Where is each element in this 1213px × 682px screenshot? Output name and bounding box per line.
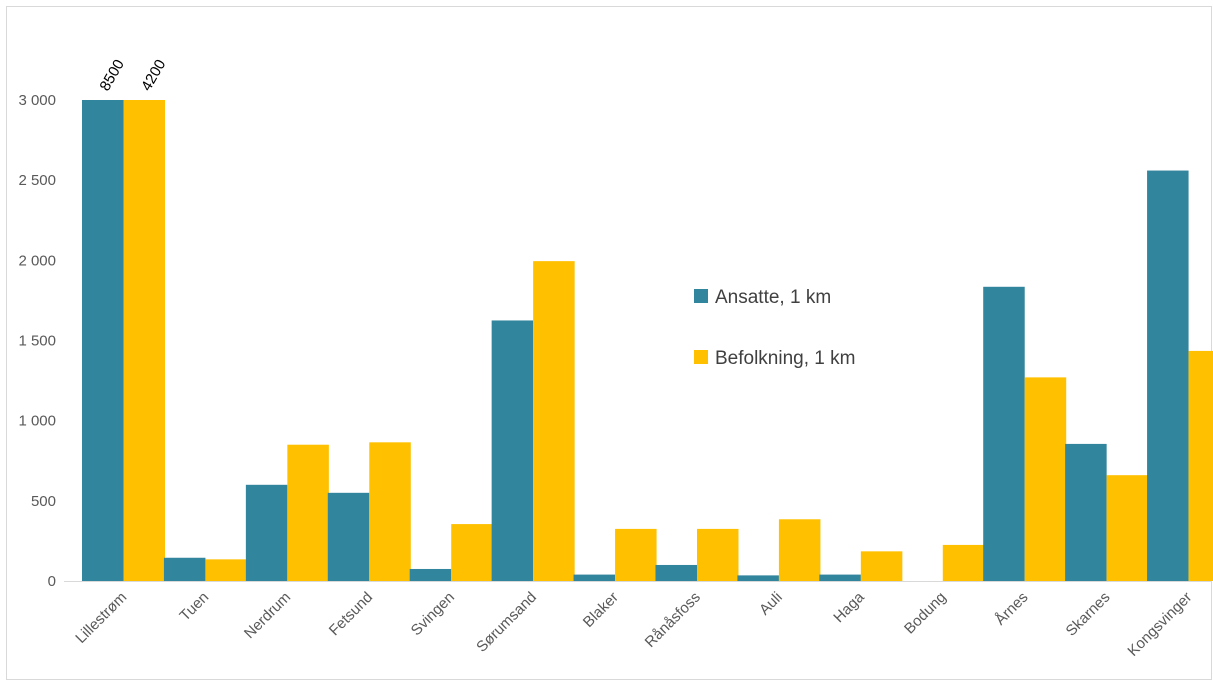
bars [82,100,1213,581]
y-axis: 0 500 1 000 1 500 2 000 2 500 3 000 [18,92,56,590]
bar [451,524,493,581]
bar [287,444,329,581]
y-tick-label: 2 500 [18,172,56,189]
data-label: 8500 [96,57,127,94]
bar [1188,350,1213,581]
bar [1065,443,1107,581]
bar [327,492,370,581]
bar [82,100,124,581]
x-axis: Lillestrøm Tuen Nerdrum Fetsund Svingen Sørum… [64,581,1211,660]
bar [245,484,288,581]
bar [942,544,985,581]
x-tick-label: Rånåsfoss [642,589,704,651]
data-label: 4200 [138,57,169,94]
chart-frame [6,6,1212,680]
bar [697,528,739,581]
bar [655,564,697,581]
bar [615,528,657,581]
y-tick-label: 1 500 [18,333,56,350]
legend-label: Befolkning, 1 km [715,348,855,369]
bar [491,320,534,581]
bar [983,286,1025,581]
bar [123,100,165,581]
x-tick-label: Auli [756,589,786,619]
y-tick-label: 0 [48,573,56,590]
bar [860,551,903,581]
x-tick-label: Bodung [901,589,950,638]
bar [1024,377,1067,581]
bar [1106,475,1149,581]
x-tick-label: Skarnes [1063,589,1114,640]
y-tick-label: 500 [31,493,56,510]
x-tick-label: Tuen [176,589,212,625]
legend-swatch [694,289,708,303]
x-tick-label: Svingen [408,589,458,639]
bar [737,575,779,581]
bar [205,559,247,581]
legend-swatch [694,350,708,364]
legend-label: Ansatte, 1 km [715,287,831,308]
x-tick-label: Lillestrøm [72,589,130,647]
x-tick-label: Blaker [580,589,622,631]
x-tick-label: Nerdrum [241,589,294,642]
bar [163,557,206,581]
y-tick-label: 2 000 [18,252,56,269]
bar [533,261,575,581]
x-tick-label: Sørumsand [473,589,540,656]
x-tick-label: Haga [830,588,868,626]
x-tick-label: Kongsvinger [1124,589,1195,660]
bar [409,568,452,581]
y-tick-label: 3 000 [18,92,56,109]
bar [778,519,821,581]
legend: Ansatte, 1 km Befolkning, 1 km [694,287,855,369]
y-tick-label: 1 000 [18,413,56,430]
bar [369,442,411,581]
x-tick-label: Årnes [992,589,1032,629]
bar [819,574,861,581]
bar [1147,170,1189,581]
data-labels: 8500 4200 [96,57,169,94]
bar [573,574,616,581]
x-tick-label: Fetsund [326,589,376,639]
